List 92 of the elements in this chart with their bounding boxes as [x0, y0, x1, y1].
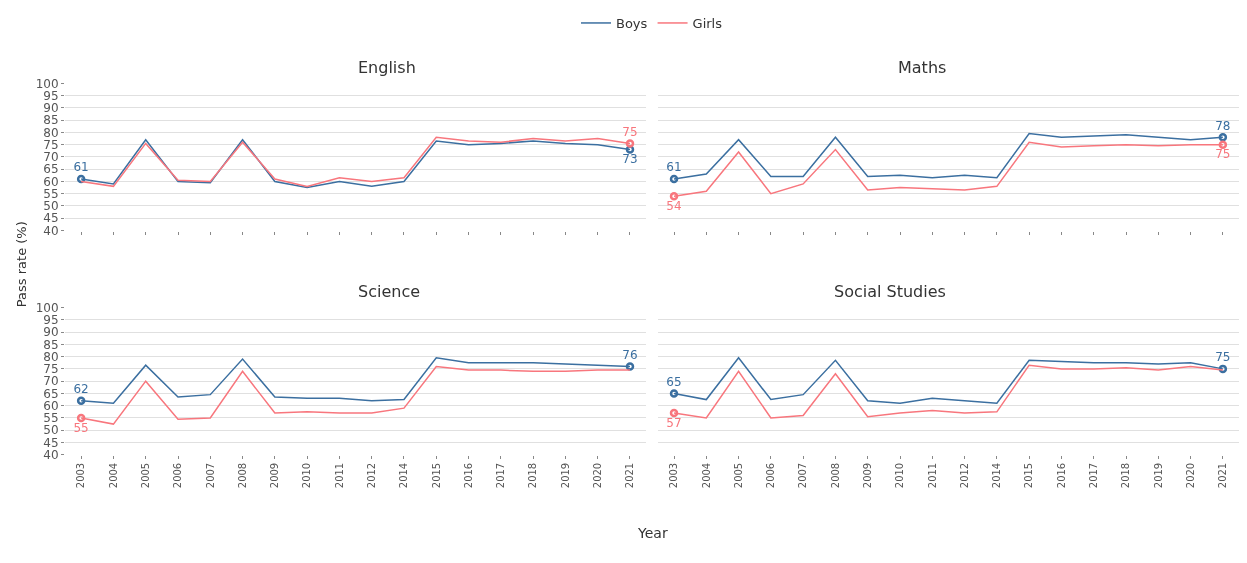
point	[76, 396, 86, 406]
x-tick-label: 2007	[797, 462, 809, 489]
y-tick-label: 75	[43, 137, 59, 152]
point	[76, 174, 86, 184]
x-tick-label: 2016	[462, 462, 474, 489]
y-axis-title: Pass rate (%)	[14, 221, 30, 308]
point	[1218, 133, 1228, 142]
x-tick-label: 2003	[668, 462, 680, 489]
y-tick-label: 65	[43, 386, 59, 401]
x-tick-label: 2011	[926, 462, 938, 489]
x-tick-label: 2004	[700, 462, 712, 489]
x-tick-label: 2010	[894, 462, 906, 489]
x-tick-label: 2009	[861, 462, 873, 489]
x-tick-label: 2018	[1120, 462, 1132, 489]
y-tick-label: 85	[43, 113, 59, 128]
y-tick-label: 45	[43, 211, 59, 226]
data-label: 61	[73, 160, 89, 175]
x-tick-label: 2017	[495, 462, 507, 489]
data-label: 61	[666, 160, 682, 175]
y-tick-label: 60	[43, 174, 59, 189]
x-tick-label: 2004	[107, 462, 119, 489]
y-tick-label: 40	[43, 223, 59, 238]
x-tick-label: 2010	[301, 462, 313, 489]
chart-title: Maths	[898, 58, 947, 77]
y-tick-label: 40	[43, 447, 59, 462]
data-label: 75	[1215, 350, 1231, 365]
x-tick-label: 2019	[559, 462, 571, 489]
x-tick-label: 2019	[1152, 462, 1164, 489]
data-label: 55	[73, 420, 89, 435]
x-tick-label: 2008	[236, 462, 248, 489]
point	[669, 174, 679, 184]
y-tick-label: 95	[43, 88, 59, 103]
chart-title: English	[358, 58, 416, 77]
y-tick-label: 90	[43, 101, 59, 116]
chart-title: Social Studies	[834, 282, 946, 301]
x-tick-label: 2011	[333, 462, 345, 489]
x-tick-label: 2006	[172, 462, 184, 489]
data-label: 75	[1215, 147, 1231, 162]
y-tick-label: 45	[43, 435, 59, 450]
legend-label: Girls	[692, 16, 723, 32]
legend-label: Boys	[616, 16, 648, 32]
point	[625, 139, 635, 148]
x-tick-label: 2017	[1087, 462, 1099, 489]
y-tick-label: 55	[43, 411, 59, 426]
y-tick-label: 85	[43, 337, 59, 352]
data-label: 57	[666, 415, 682, 430]
y-tick-label: 95	[43, 313, 59, 328]
x-tick-label: 2015	[1023, 462, 1035, 489]
data-label: 78	[1215, 118, 1231, 133]
x-axis-title: Year	[637, 525, 668, 541]
data-label: 73	[622, 152, 638, 167]
point	[625, 362, 635, 371]
data-label: 62	[73, 382, 89, 397]
point	[76, 413, 86, 423]
x-tick-label: 2021	[624, 462, 636, 489]
y-tick-label: 80	[43, 349, 59, 364]
x-tick-label: 2003	[75, 462, 87, 489]
y-tick-label: 70	[43, 374, 59, 389]
x-tick-label: 2005	[139, 462, 151, 489]
x-tick-label: 2012	[958, 462, 970, 489]
y-tick-label: 100	[35, 300, 59, 315]
x-tick-label: 2006	[765, 462, 777, 489]
y-tick-label: 60	[43, 398, 59, 413]
x-tick-label: 2014	[991, 462, 1003, 489]
y-tick-label: 100	[35, 76, 59, 91]
x-tick-label: 2005	[732, 462, 744, 489]
x-tick-label: 2021	[1217, 462, 1229, 489]
point	[669, 191, 679, 201]
x-tick-label: 2020	[591, 462, 603, 489]
x-tick-label: 2016	[1055, 462, 1067, 489]
x-tick-label: 2014	[398, 462, 410, 489]
x-tick-label: 2018	[527, 462, 539, 489]
data-label: 65	[666, 374, 682, 389]
x-tick-label: 2012	[365, 462, 377, 489]
y-tick-label: 80	[43, 125, 59, 140]
point	[1218, 140, 1228, 149]
chart-title: Science	[358, 282, 421, 301]
y-tick-label: 65	[43, 162, 59, 177]
y-tick-label: 70	[43, 150, 59, 165]
data-label: 75	[622, 124, 638, 139]
x-tick-label: 2020	[1184, 462, 1196, 489]
y-tick-label: 55	[43, 186, 59, 201]
x-tick-label: 2015	[430, 462, 442, 489]
data-label: 54	[666, 198, 682, 213]
y-tick-label: 75	[43, 362, 59, 377]
y-tick-label: 50	[43, 423, 59, 438]
x-tick-label: 2008	[829, 462, 841, 489]
data-label: 76	[622, 347, 638, 362]
x-tick-label: 2009	[269, 462, 281, 489]
y-tick-label: 50	[43, 199, 59, 214]
x-tick-label: 2007	[204, 462, 216, 489]
y-tick-label: 90	[43, 325, 59, 340]
